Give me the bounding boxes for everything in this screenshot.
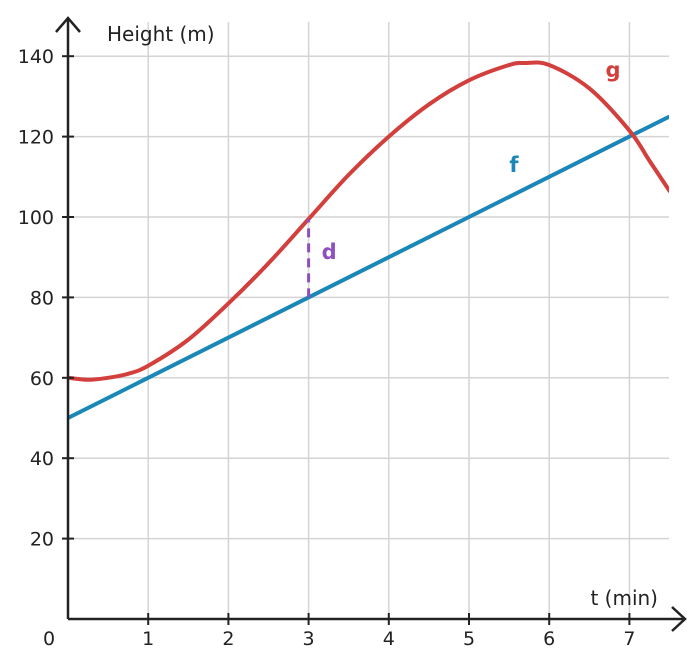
origin-label: 0 <box>43 628 55 650</box>
x-axis-title: t (min) <box>590 586 658 610</box>
series-line-g <box>68 60 669 382</box>
difference-label: d <box>322 240 337 264</box>
y-tick-label: 120 <box>18 127 54 149</box>
y-tick-label: 80 <box>30 287 54 309</box>
x-tick-label: 5 <box>463 628 475 650</box>
annotation-layer: d <box>307 219 337 298</box>
y-tick-label: 60 <box>30 368 54 390</box>
x-tick-label: 6 <box>543 628 555 650</box>
grid <box>68 22 669 619</box>
x-axis-arrow <box>671 606 687 632</box>
x-tick-label: 2 <box>222 628 234 650</box>
y-tick-label: 100 <box>18 207 54 229</box>
series-line-f <box>68 114 669 420</box>
x-tick-label: 3 <box>303 628 315 650</box>
series-label-g: g <box>605 58 620 82</box>
x-tick-label: 7 <box>623 628 635 650</box>
y-tick-label: 20 <box>30 529 54 551</box>
labels: 1 2 3 4 5 6 7 20 40 60 80 100 120 140 0 t (min) Height (… <box>18 22 658 650</box>
y-axis-arrow <box>55 16 81 33</box>
y-tick-label: 140 <box>18 46 54 68</box>
x-tick-label: 1 <box>142 628 154 650</box>
x-tick-label: 4 <box>383 628 395 650</box>
y-tick-label: 40 <box>30 448 54 470</box>
y-axis-title: Height (m) <box>107 22 215 46</box>
series-label-f: f <box>509 153 519 177</box>
series-layer <box>68 60 669 420</box>
axes <box>55 16 687 632</box>
